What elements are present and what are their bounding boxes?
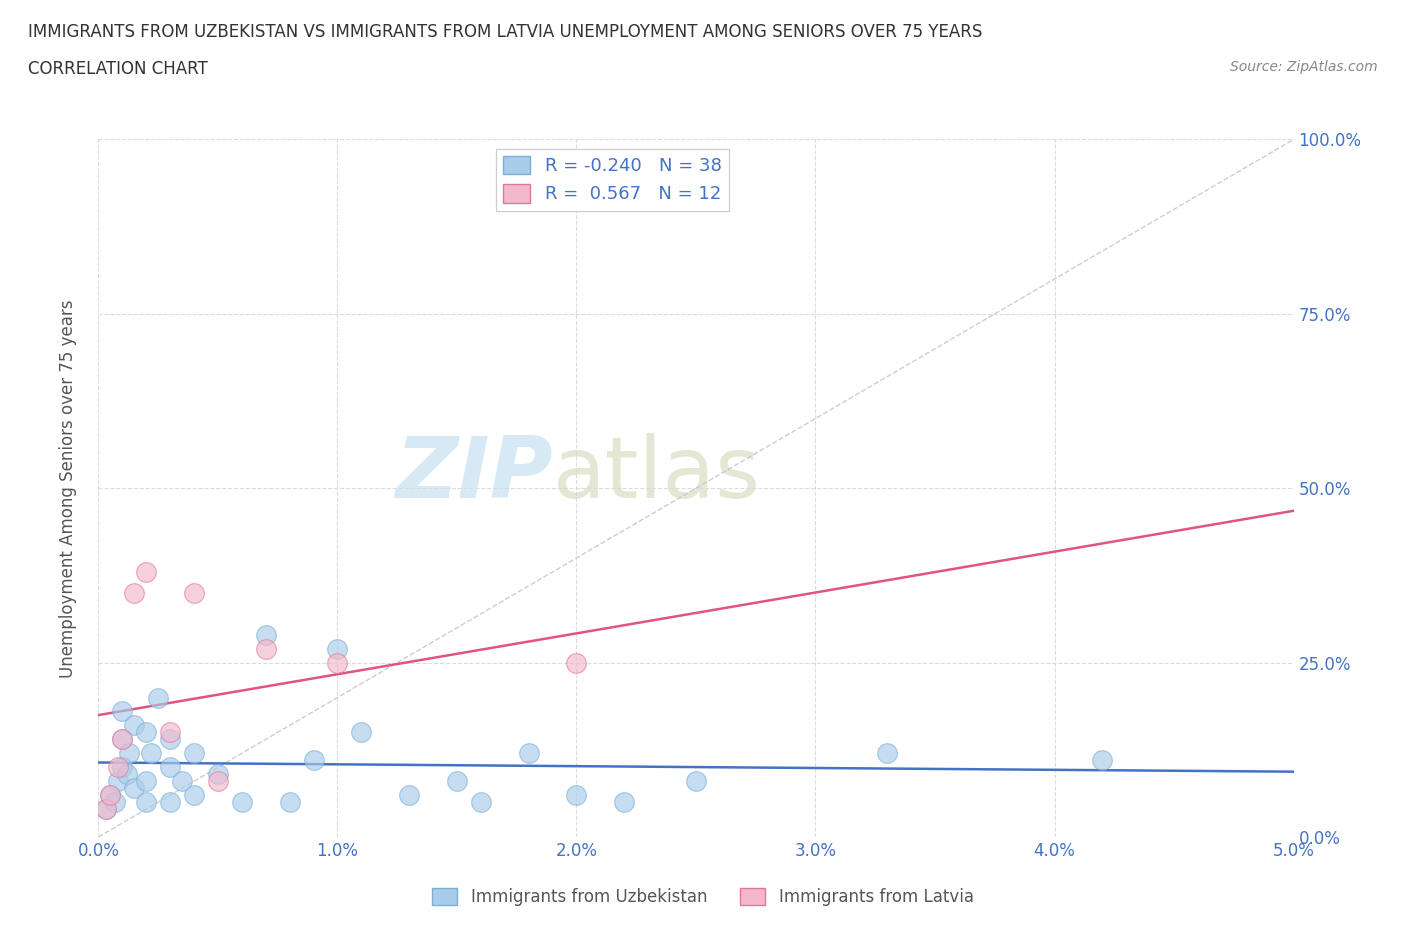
Point	[876, 746, 898, 761]
Point	[183, 586, 205, 601]
Point	[254, 628, 277, 643]
Point	[183, 788, 205, 803]
Text: ZIP: ZIP	[395, 432, 553, 516]
Point	[135, 774, 157, 789]
Point	[111, 760, 134, 775]
Point	[326, 656, 349, 671]
Point	[207, 766, 229, 781]
Point	[139, 746, 162, 761]
Point	[231, 794, 253, 809]
Point	[135, 725, 157, 740]
Point	[517, 746, 540, 761]
Point	[302, 753, 325, 768]
Point	[94, 802, 117, 817]
Point	[115, 766, 138, 781]
Point	[326, 642, 349, 657]
Point	[172, 774, 194, 789]
Point	[207, 774, 229, 789]
Legend: Immigrants from Uzbekistan, Immigrants from Latvia: Immigrants from Uzbekistan, Immigrants f…	[426, 881, 980, 912]
Point	[565, 788, 588, 803]
Point	[183, 746, 205, 761]
Point	[111, 732, 134, 747]
Point	[159, 760, 181, 775]
Point	[107, 774, 129, 789]
Point	[118, 746, 141, 761]
Point	[94, 802, 117, 817]
Point	[278, 794, 301, 809]
Point	[124, 718, 146, 733]
Text: Source: ZipAtlas.com: Source: ZipAtlas.com	[1230, 60, 1378, 74]
Point	[100, 788, 122, 803]
Point	[565, 656, 588, 671]
Point	[159, 732, 181, 747]
Point	[350, 725, 373, 740]
Point	[104, 794, 127, 809]
Point	[124, 586, 146, 601]
Point	[159, 725, 181, 740]
Point	[124, 781, 146, 796]
Point	[613, 794, 636, 809]
Point	[148, 690, 170, 705]
Point	[159, 794, 181, 809]
Point	[111, 704, 134, 719]
Point	[135, 794, 157, 809]
Point	[446, 774, 468, 789]
Point	[470, 794, 492, 809]
Legend: R = -0.240   N = 38, R =  0.567   N = 12: R = -0.240 N = 38, R = 0.567 N = 12	[496, 149, 728, 211]
Point	[107, 760, 129, 775]
Point	[685, 774, 707, 789]
Point	[1091, 753, 1114, 768]
Point	[135, 565, 157, 579]
Text: atlas: atlas	[553, 432, 761, 516]
Point	[100, 788, 122, 803]
Point	[398, 788, 420, 803]
Y-axis label: Unemployment Among Seniors over 75 years: Unemployment Among Seniors over 75 years	[59, 299, 77, 677]
Text: IMMIGRANTS FROM UZBEKISTAN VS IMMIGRANTS FROM LATVIA UNEMPLOYMENT AMONG SENIORS : IMMIGRANTS FROM UZBEKISTAN VS IMMIGRANTS…	[28, 23, 983, 41]
Point	[254, 642, 277, 657]
Point	[111, 732, 134, 747]
Text: CORRELATION CHART: CORRELATION CHART	[28, 60, 208, 78]
